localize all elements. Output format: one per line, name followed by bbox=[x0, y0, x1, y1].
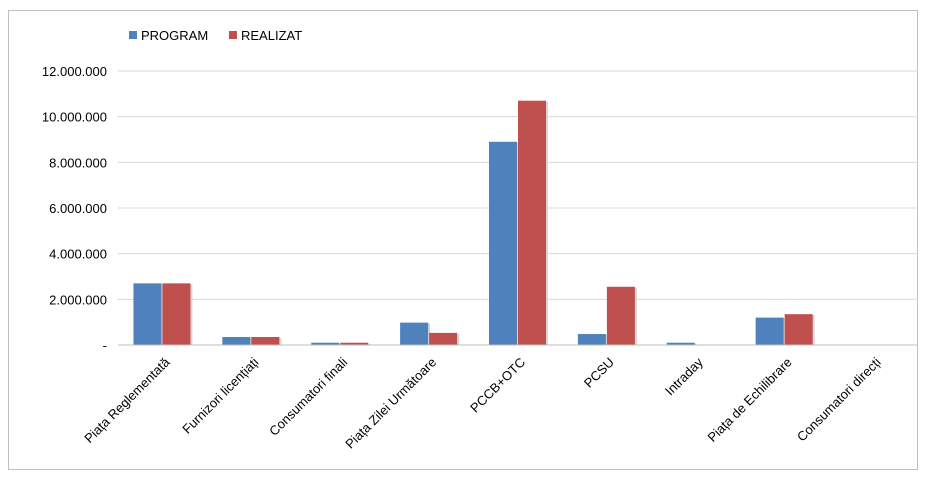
legend-swatch-program bbox=[129, 31, 137, 39]
category-label: Piața Reglementată bbox=[81, 354, 173, 446]
y-tick-label: 8.000.000 bbox=[49, 155, 107, 170]
y-tick-label: 4.000.000 bbox=[49, 247, 107, 262]
bar-program bbox=[577, 334, 606, 345]
category-label: PCCB+OTC bbox=[467, 355, 528, 416]
bar-realizat bbox=[606, 286, 635, 345]
bar-realizat bbox=[429, 332, 458, 345]
category-label: Furnizori licențiați bbox=[179, 354, 261, 436]
category-label: Piața de Echilibrare bbox=[704, 355, 794, 445]
bar-realizat bbox=[251, 337, 280, 345]
y-tick-label: 12.000.000 bbox=[42, 64, 107, 79]
category-label: Intraday bbox=[662, 354, 706, 398]
bar-realizat bbox=[340, 342, 369, 345]
bar-program bbox=[222, 337, 251, 345]
y-tick-label: 10.000.000 bbox=[42, 110, 107, 125]
legend-label-program: PROGRAM bbox=[141, 28, 208, 43]
legend-swatch-realizat bbox=[229, 31, 237, 39]
bar-realizat bbox=[518, 100, 546, 345]
bars bbox=[133, 100, 815, 345]
legend: PROGRAM REALIZAT bbox=[129, 28, 302, 43]
bar-program bbox=[400, 322, 429, 345]
y-axis-ticks: - 2.000.000 4.000.000 6.000.000 8.000.000 10.… bbox=[42, 64, 107, 353]
y-tick-label: - bbox=[103, 338, 107, 353]
category-label: PCSU bbox=[581, 355, 617, 391]
bar-realizat bbox=[162, 283, 191, 345]
category-label: Consumatori finali bbox=[266, 354, 350, 438]
chart-frame bbox=[8, 10, 918, 470]
bar-realizat bbox=[784, 314, 813, 345]
category-labels: Piața Reglementată Furnizori licențiați Co… bbox=[81, 354, 884, 451]
legend-label-realizat: REALIZAT bbox=[241, 28, 302, 43]
bar-program bbox=[755, 317, 784, 345]
category-label: Consumatori direcți bbox=[794, 354, 884, 444]
y-tick-label: 6.000.000 bbox=[49, 201, 107, 216]
category-label: Piața Zilei Următoare bbox=[342, 355, 439, 452]
bar-program bbox=[489, 141, 517, 345]
y-tick-label: 2.000.000 bbox=[49, 292, 107, 307]
bar-program bbox=[666, 342, 695, 345]
bar-program bbox=[311, 342, 340, 345]
bar-program bbox=[133, 283, 162, 345]
